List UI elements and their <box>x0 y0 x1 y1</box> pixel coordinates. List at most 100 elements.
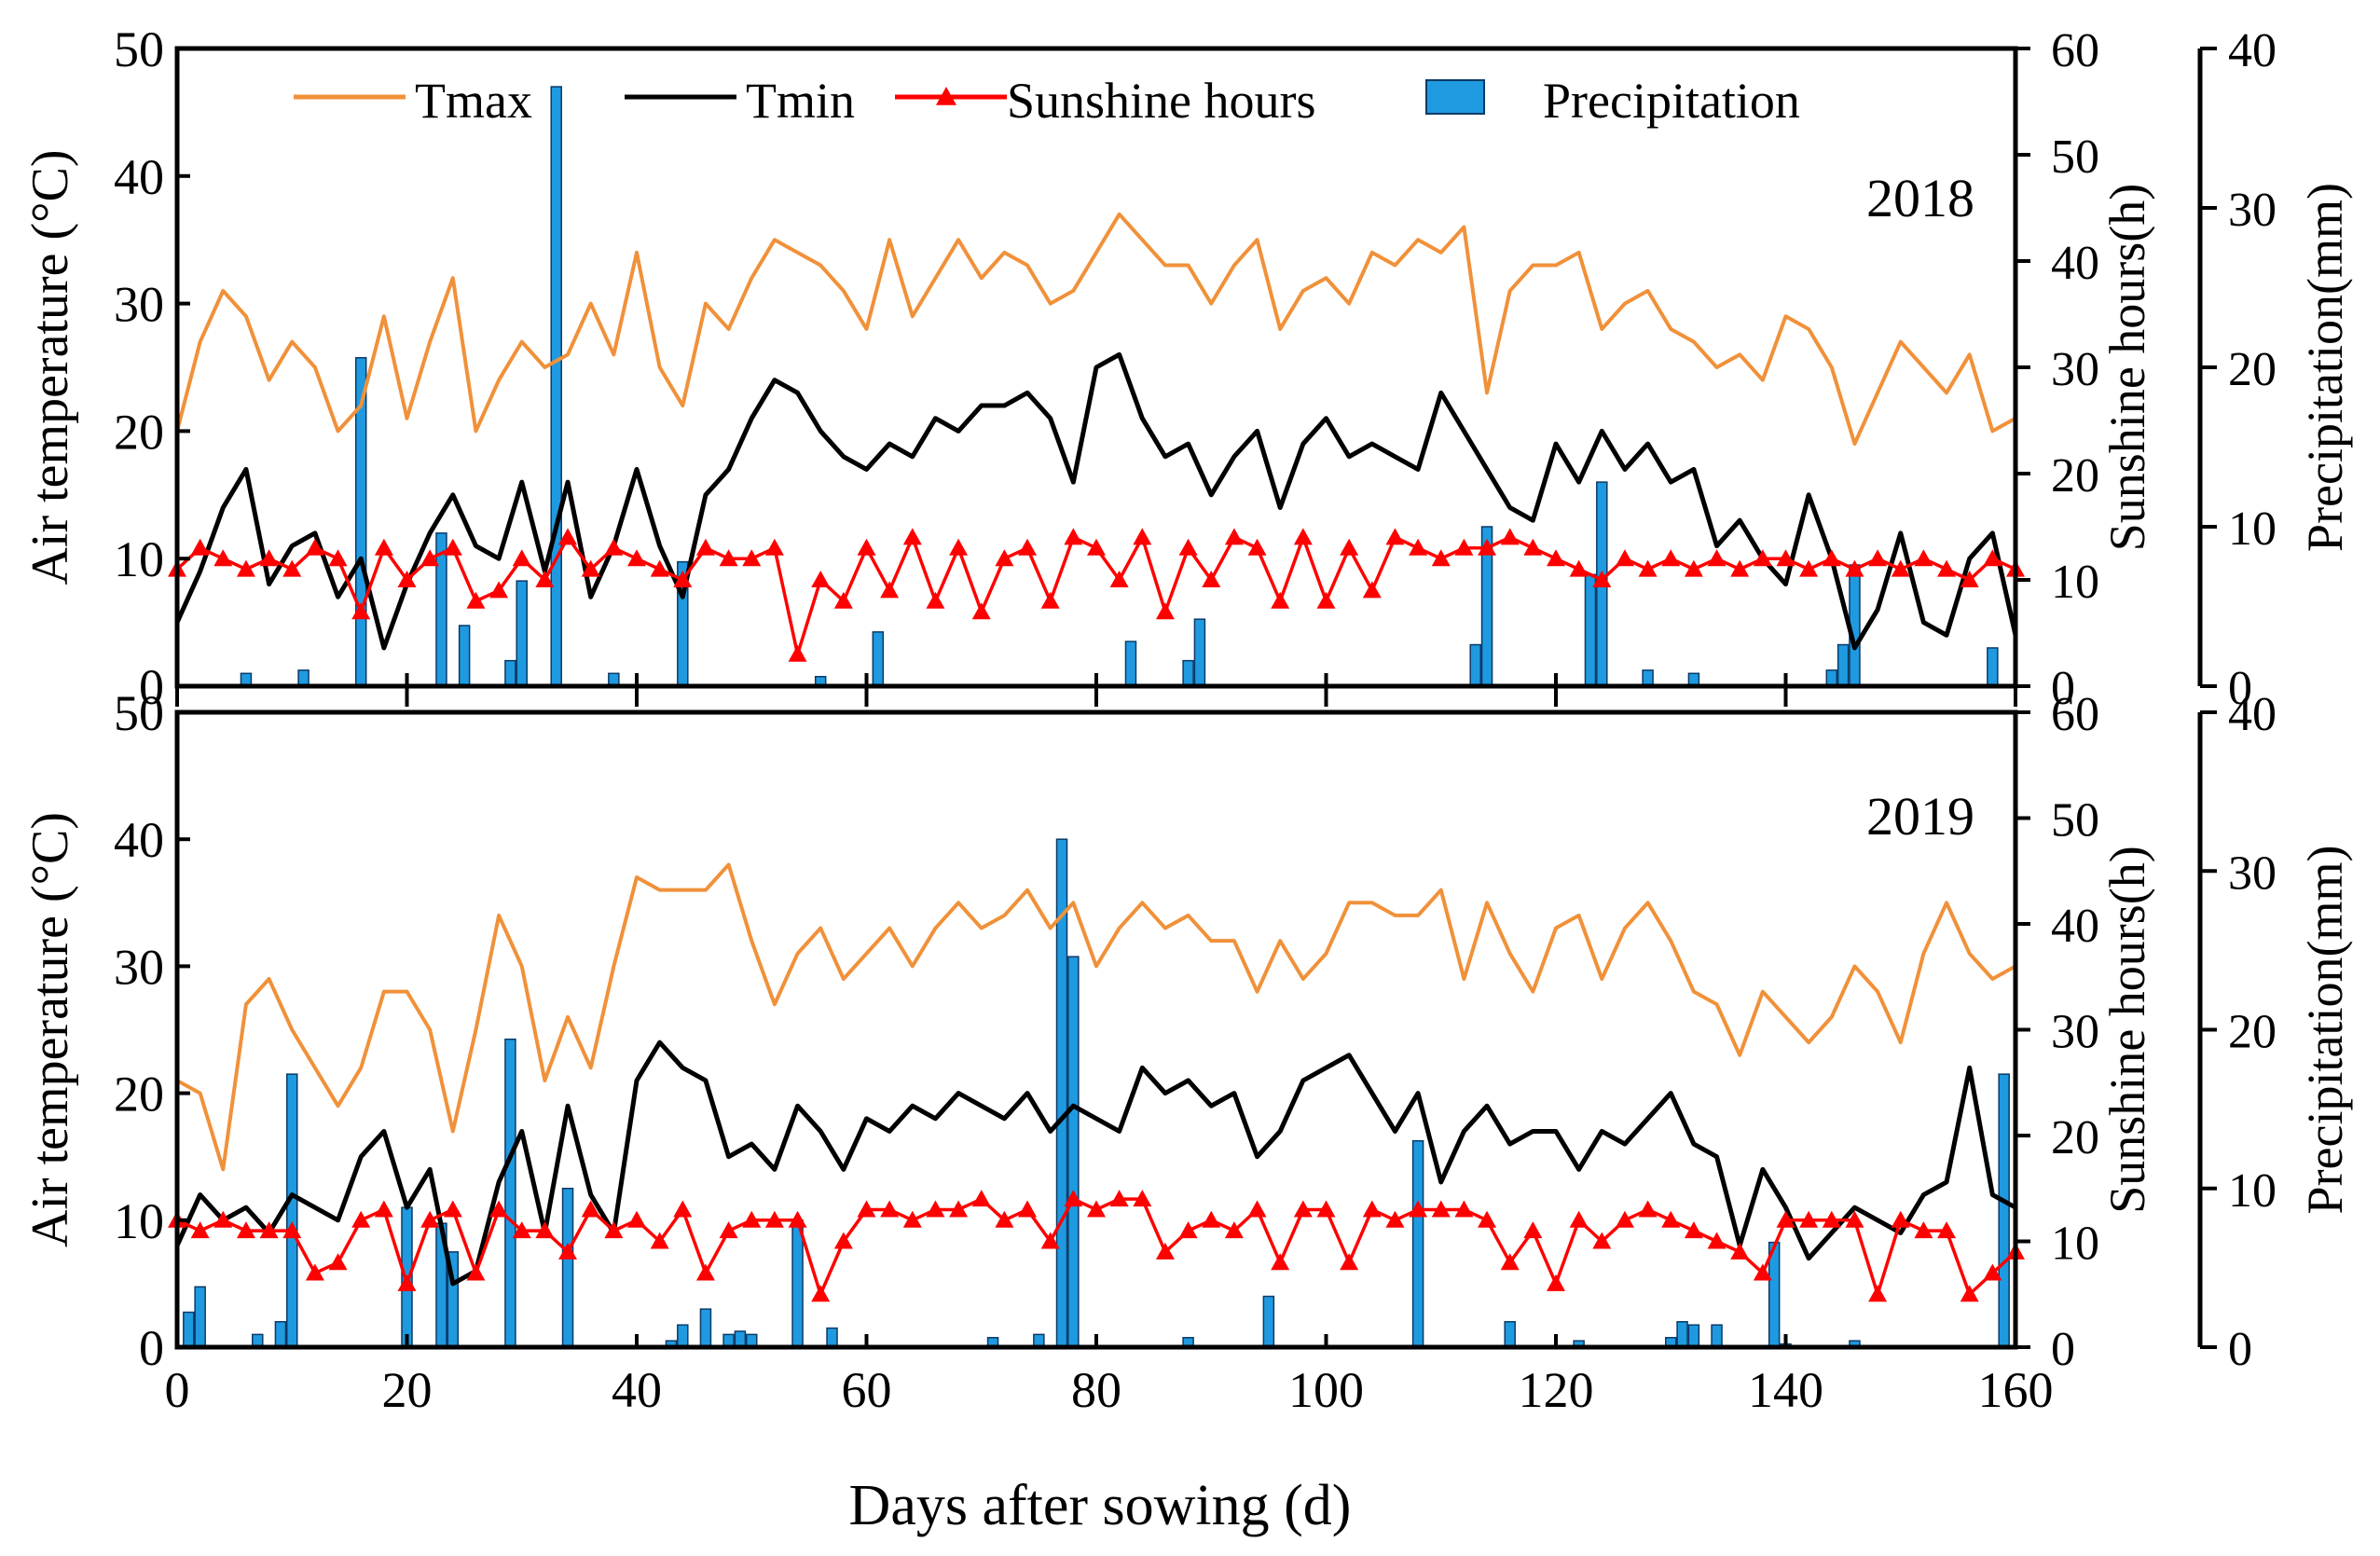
x-tick-label: 40 <box>612 1362 662 1418</box>
temperature-tick-label: 40 <box>114 812 164 868</box>
precipitation-bar <box>1687 1324 1700 1348</box>
legend-label: Tmax <box>415 73 532 129</box>
x-tick-label: 140 <box>1748 1362 1823 1418</box>
year-label: 2018 <box>1866 168 1974 228</box>
sunshine-point <box>1018 538 1038 556</box>
temperature-tick-label: 50 <box>114 685 164 741</box>
precipitation-axis-title: Precipitation(mm) <box>2297 183 2353 552</box>
sunshine-point <box>443 1200 462 1218</box>
sunshine-point <box>1178 1221 1198 1239</box>
sunshine-point <box>995 549 1014 567</box>
sunshine-point <box>558 1242 578 1260</box>
sunshine-point <box>1845 559 1864 577</box>
sunshine-point <box>190 538 210 556</box>
sunshine-point <box>236 559 255 577</box>
sunshine-point <box>259 1221 279 1239</box>
sunshine-point <box>1799 559 1819 577</box>
precipitation-bar <box>1837 643 1850 687</box>
sunshine-point <box>489 581 509 599</box>
sunshine-point <box>1409 538 1428 556</box>
sunshine-point <box>742 1210 762 1228</box>
sunshine-point <box>1064 528 1083 545</box>
sunshine-point <box>971 602 991 620</box>
sunshine-point <box>236 1221 255 1239</box>
temperature-tick-label: 0 <box>139 659 164 715</box>
precipitation-bar <box>791 1219 804 1348</box>
sunshine-point <box>1018 1200 1038 1218</box>
temperature-tick-label: 30 <box>114 939 164 995</box>
sunshine-point <box>282 559 302 577</box>
sunshine-point <box>902 1210 922 1228</box>
sunshine-point <box>535 571 555 587</box>
sunshine-point <box>1638 559 1658 577</box>
sunshine-point <box>604 538 624 556</box>
sunshine-point <box>397 1274 417 1291</box>
sunshine-point <box>1454 538 1474 556</box>
precipitation-bar <box>1998 1073 2010 1348</box>
sunshine-point <box>764 538 784 556</box>
sunshine-point <box>512 549 531 567</box>
sunshine-point <box>1937 1221 1957 1239</box>
sunshine-point <box>971 1190 991 1207</box>
sunshine-point <box>742 549 762 567</box>
sunshine-point <box>719 549 738 567</box>
precipitation-bar <box>1262 1295 1275 1348</box>
precipitation-bar <box>1825 669 1838 687</box>
sunshine-point <box>949 1200 969 1218</box>
sunshine-point <box>995 1210 1014 1228</box>
legend-label: Sunshine hours <box>1007 73 1316 129</box>
precipitation-bar <box>1469 643 1481 687</box>
sunshine-point <box>305 538 324 556</box>
sunshine-point <box>1087 1200 1106 1218</box>
legend-label: Precipitation <box>1543 73 1800 129</box>
precipitation-tick-label: 40 <box>2228 688 2277 741</box>
precipitation-tick-label: 10 <box>2228 1164 2277 1218</box>
sunshine-point <box>1776 549 1795 567</box>
sunshine-point <box>1064 1190 1083 1207</box>
sunshine-point <box>1661 1210 1681 1228</box>
sunshine-tick-label: 10 <box>2051 1218 2099 1271</box>
sunshine-point <box>627 1210 646 1228</box>
sunshine-point <box>1776 1210 1795 1228</box>
precipitation-tick-label: 40 <box>2228 24 2277 77</box>
sunshine-point <box>466 591 486 609</box>
precipitation-tick-label: 0 <box>2228 1323 2252 1376</box>
sunshine-point <box>213 549 233 567</box>
precipitation-tick-label: 30 <box>2228 847 2277 900</box>
sunshine-point <box>788 1210 807 1228</box>
sunshine-point <box>1960 1285 1979 1302</box>
sunshine-tick-label: 60 <box>2051 688 2099 741</box>
sunshine-point <box>1340 538 1359 556</box>
sunshine-point <box>1133 528 1152 545</box>
sunshine-point <box>1478 1210 1497 1228</box>
sunshine-point <box>535 1221 555 1239</box>
sunshine-point <box>1293 528 1313 545</box>
sunshine-tick-label: 0 <box>2051 1323 2075 1376</box>
precipitation-bar <box>1193 618 1206 687</box>
precipitation-bar <box>458 625 471 687</box>
temperature-tick-label: 0 <box>139 1320 164 1376</box>
precipitation-bar <box>516 580 528 687</box>
precipitation-bar <box>734 1330 747 1348</box>
sunshine-point <box>1638 1200 1658 1218</box>
precipitation-bar <box>1182 659 1194 687</box>
sunshine-point <box>1293 1200 1313 1218</box>
year-label: 2019 <box>1866 786 1974 847</box>
sunshine-tick-label: 30 <box>2051 343 2099 396</box>
sunshine-point <box>1316 1200 1336 1218</box>
sunshine-point <box>1155 602 1175 620</box>
sunshine-point <box>1547 549 1565 567</box>
sunshine-point <box>1661 549 1681 567</box>
precipitation-bar <box>1676 1321 1688 1348</box>
sunshine-point <box>512 1221 531 1239</box>
sunshine-point <box>1271 591 1290 609</box>
precipitation-bar <box>1711 1324 1723 1348</box>
sunshine-point <box>1523 1221 1543 1239</box>
sunshine-tick-label: 40 <box>2051 237 2099 290</box>
sunshine-point <box>811 1285 831 1302</box>
precipitation-bar <box>504 1038 516 1348</box>
temperature-axis-title: Air temperature (°C) <box>21 812 79 1247</box>
sunshine-point <box>1914 1221 1933 1239</box>
sunshine-point <box>1500 1253 1520 1271</box>
sunshine-point <box>673 571 693 587</box>
